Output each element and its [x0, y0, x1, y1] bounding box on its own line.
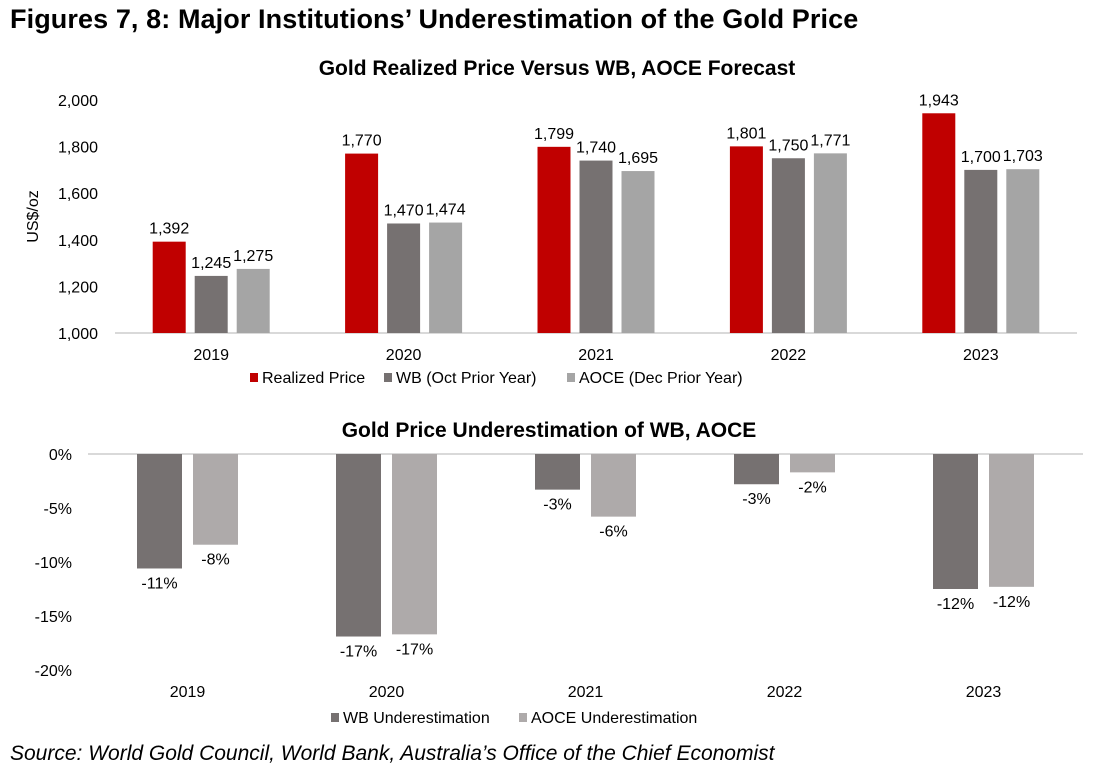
price-chart-xtick-label: 2023 — [963, 347, 999, 364]
price-chart-data-label: 1,740 — [576, 140, 616, 157]
price-chart-data-label: 1,695 — [618, 150, 658, 167]
underestimation-chart-data-label: -8% — [201, 552, 229, 569]
underestimation-chart-bar — [336, 454, 381, 637]
price-chart-bar — [729, 146, 763, 333]
underestimation-chart-legend-label: WB Underestimation — [343, 710, 490, 727]
underestimation-chart-bar — [591, 454, 636, 517]
underestimation-chart-xtick-label: 2021 — [568, 684, 604, 701]
price-chart-legend-swatch — [250, 373, 258, 382]
price-chart-data-label: 1,770 — [342, 133, 382, 150]
price-chart-data-label: 1,703 — [1003, 148, 1043, 165]
underestimation-chart-xtick-label: 2023 — [966, 684, 1002, 701]
underestimation-chart-bar — [933, 454, 978, 589]
underestimation-chart-ytick-label: -10% — [35, 555, 72, 572]
underestimation-chart-data-label: -12% — [937, 596, 974, 613]
underestimation-chart-legend-swatch — [331, 713, 339, 722]
price-chart-bar — [1006, 169, 1040, 333]
source-note: Source: World Gold Council, World Bank, … — [10, 742, 775, 765]
price-chart-legend-label: Realized Price — [262, 370, 365, 387]
underestimation-chart-data-label: -3% — [543, 497, 571, 514]
price-chart-data-label: 1,392 — [149, 221, 189, 238]
underestimation-chart-title: Gold Price Underestimation of WB, AOCE — [342, 419, 757, 442]
price-chart-ytick-label: 2,000 — [58, 93, 98, 110]
price-chart-ytick-label: 1,200 — [58, 279, 98, 296]
price-chart-bar — [964, 169, 998, 333]
price-chart-data-label: 1,275 — [233, 248, 273, 265]
price-chart-bar — [429, 222, 463, 333]
price-chart-bar — [537, 146, 571, 333]
price-chart-legend-label: WB (Oct Prior Year) — [396, 370, 536, 387]
price-chart-bar — [152, 241, 186, 333]
price-chart-legend-label: AOCE (Dec Prior Year) — [579, 370, 743, 387]
price-chart-data-label: 1,700 — [961, 149, 1001, 166]
price-chart-legend-swatch — [384, 373, 392, 382]
underestimation-chart-bar — [790, 454, 835, 473]
price-chart-ytick-label: 1,400 — [58, 233, 98, 250]
underestimation-chart-data-label: -6% — [599, 524, 627, 541]
underestimation-chart-legend-swatch — [519, 713, 527, 722]
price-chart-ytick-label: 1,000 — [58, 326, 98, 343]
price-chart-bar — [621, 171, 655, 333]
price-chart-legend-swatch — [567, 373, 575, 382]
price-chart-title: Gold Realized Price Versus WB, AOCE Fore… — [319, 57, 796, 80]
underestimation-chart-bar — [535, 454, 580, 490]
price-chart-xtick-label: 2019 — [193, 347, 229, 364]
underestimation-chart-data-label: -2% — [798, 479, 826, 496]
price-chart-data-label: 1,771 — [810, 132, 850, 149]
price-chart-data-label: 1,799 — [534, 126, 574, 143]
price-chart-ytick-label: 1,600 — [58, 186, 98, 203]
price-chart-bar — [813, 153, 847, 333]
price-chart-y-axis-label: US$/oz — [25, 190, 42, 242]
underestimation-chart-data-label: -17% — [340, 644, 377, 661]
price-chart-bar — [387, 223, 421, 333]
price-chart-data-label: 1,801 — [726, 125, 766, 142]
price-chart-data-label: 1,470 — [384, 202, 424, 219]
underestimation-chart-ytick-label: -20% — [35, 663, 72, 680]
price-chart-bar — [922, 113, 956, 333]
price-chart-bar — [771, 158, 805, 333]
underestimation-chart-data-label: -12% — [993, 594, 1030, 611]
figure-title: Figures 7, 8: Major Institutions’ Undere… — [10, 4, 859, 34]
price-chart-data-label: 1,943 — [919, 92, 959, 109]
underestimation-chart-data-label: -11% — [141, 575, 177, 592]
price-chart-ytick-label: 1,800 — [58, 140, 98, 157]
underestimation-chart-xtick-label: 2019 — [170, 684, 206, 701]
underestimation-chart-bar — [989, 454, 1034, 587]
underestimation-chart-data-label: -17% — [396, 641, 433, 658]
price-chart-xtick-label: 2022 — [771, 347, 807, 364]
underestimation-chart-ytick-label: 0% — [49, 447, 72, 464]
underestimation-chart-bar — [734, 454, 779, 485]
price-chart-data-label: 1,245 — [191, 255, 231, 272]
underestimation-chart-xtick-label: 2020 — [369, 684, 405, 701]
underestimation-chart-xtick-label: 2022 — [767, 684, 803, 701]
price-chart-bar — [579, 160, 613, 333]
underestimation-chart-ytick-label: -15% — [35, 609, 72, 626]
price-chart-xtick-label: 2020 — [386, 347, 422, 364]
price-chart-data-label: 1,474 — [426, 202, 466, 219]
price-chart-bar — [345, 153, 379, 333]
underestimation-chart-bar — [193, 454, 238, 545]
underestimation-chart-legend-label: AOCE Underestimation — [531, 710, 697, 727]
underestimation-chart-ytick-label: -5% — [44, 501, 72, 518]
price-chart-data-label: 1,750 — [768, 137, 808, 154]
underestimation-chart-bar — [137, 454, 182, 569]
underestimation-chart-data-label: -3% — [742, 491, 770, 508]
price-chart-xtick-label: 2021 — [578, 347, 614, 364]
underestimation-chart-bar — [392, 454, 437, 635]
price-chart-bar — [194, 275, 228, 333]
price-chart-bar — [236, 268, 270, 333]
